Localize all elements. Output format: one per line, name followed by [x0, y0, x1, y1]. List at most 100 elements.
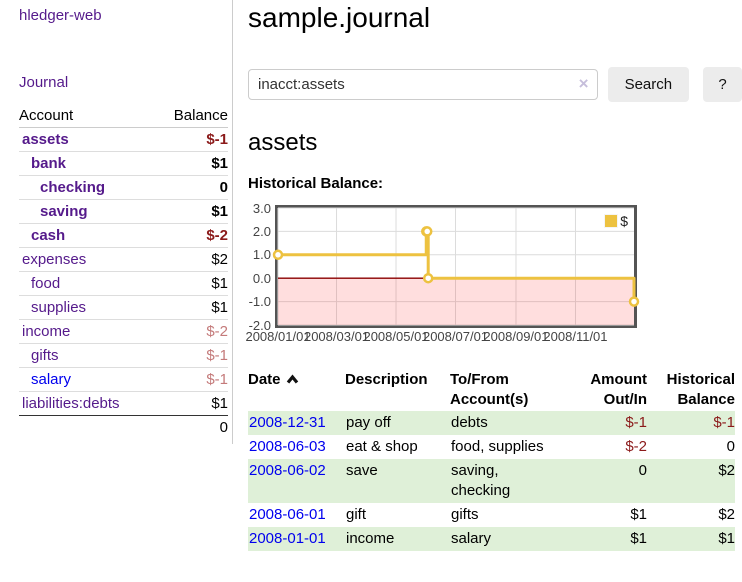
data-point-marker [422, 272, 434, 284]
y-axis-tick-label: -2.0 [248, 317, 271, 333]
register-date-link[interactable]: 2008-06-02 [249, 462, 326, 479]
sidebar-account-link[interactable]: gifts [31, 347, 59, 364]
register-header-description: Description [345, 371, 428, 388]
register-header-date[interactable]: Date [248, 369, 345, 411]
register-balance: $1 [647, 527, 735, 551]
account-row: liabilities:debts $1 [19, 391, 228, 416]
account-row: food $1 [19, 271, 228, 296]
account-balance: $2 [154, 247, 228, 272]
register-description: income [345, 527, 450, 551]
account-name-cell: food [19, 271, 155, 296]
account-balance: $-1 [154, 367, 228, 392]
register-table: Date Description To/From Account(s) Amou… [248, 369, 735, 551]
register-amount: $1 [562, 527, 647, 551]
app-title-link[interactable]: hledger-web [19, 7, 102, 24]
register-date-cell: 2008-06-01 [248, 503, 345, 527]
account-row: supplies $1 [19, 295, 228, 320]
legend-label: $ [620, 213, 628, 229]
x-axis-tick-label: 2008/07/01 [422, 329, 489, 344]
chart-canvas [272, 207, 640, 326]
y-axis-tick-label: 2.0 [252, 223, 271, 239]
register-header-amount: Amount Out/In [590, 371, 647, 408]
sidebar-account-link[interactable]: saving [40, 203, 88, 220]
register-amount: $-1 [562, 411, 647, 435]
register-date-link[interactable]: 2008-06-03 [249, 438, 326, 455]
data-point-marker [628, 296, 640, 307]
help-button[interactable]: ? [703, 67, 742, 102]
sidebar-item-journal[interactable]: Journal [19, 74, 69, 91]
account-name-cell: cash [19, 223, 155, 248]
account-row: expenses $2 [19, 247, 228, 272]
account-name-cell: assets [19, 127, 155, 152]
register-header-balance: Historical Balance [666, 371, 735, 408]
x-axis-tick-label: 2008/09/01 [483, 329, 549, 344]
account-row: salary $-1 [19, 367, 228, 392]
register-description: eat & shop [346, 438, 418, 455]
accounts-total-spacer [19, 416, 155, 440]
account-balance: $1 [154, 199, 228, 224]
account-name-cell: liabilities:debts [19, 391, 155, 416]
x-axis-tick-label: 2008/01/01 [245, 329, 311, 344]
register-date-cell: 2008-12-31 [248, 411, 345, 435]
account-row: cash $-2 [19, 223, 228, 248]
register-balance: $2 [718, 506, 735, 523]
x-axis-tick-label: 2008/05/01 [363, 329, 429, 344]
register-date-link[interactable]: 2008-12-31 [249, 414, 326, 431]
register-description: save [345, 459, 450, 503]
sidebar-account-link[interactable]: assets [22, 131, 69, 148]
account-balance: $-1 [154, 127, 228, 152]
accounts-total-value: 0 [219, 419, 228, 436]
sidebar-account-link[interactable]: supplies [31, 299, 87, 316]
sidebar-account-link[interactable]: income [22, 323, 71, 340]
y-axis-tick-label: 0.0 [252, 270, 271, 286]
register-row: 2008-01-01 income salary $1 $1 [248, 527, 735, 551]
register-description: gift [346, 506, 367, 523]
account-balance: $-2 [154, 319, 228, 344]
account-balance: $1 [154, 295, 228, 320]
register-date-cell: 2008-06-02 [248, 459, 345, 503]
search-box: × [248, 69, 598, 100]
page-title: sample.journal [248, 2, 431, 33]
sidebar-account-link[interactable]: food [31, 275, 61, 292]
register-accounts: salary [450, 527, 562, 551]
register-amount: $-2 [625, 438, 647, 455]
register-row: 2008-06-01 gift gifts $1 $2 [248, 503, 735, 527]
account-balance: $1 [154, 271, 228, 296]
sidebar-account-link[interactable]: checking [40, 179, 106, 196]
sidebar-account-link[interactable]: cash [31, 227, 66, 244]
account-name-cell: expenses [19, 247, 155, 272]
account-name-cell: income [19, 319, 155, 344]
data-point-marker [421, 226, 433, 237]
register-date-cell: 2008-01-01 [248, 527, 345, 551]
accounts-table-header-row: Account Balance [19, 104, 228, 128]
sidebar-account-link[interactable]: expenses [22, 251, 87, 268]
account-balance: $1 [154, 391, 228, 416]
accounts-table-body: assets $-1 bank $1 checking 0 saving $1 cash $-2 e… [19, 127, 228, 416]
register-table-body: 2008-12-31 pay off debts $-1 $-1 2008-06-03 ea… [248, 411, 735, 551]
register-balance: $-1 [647, 411, 735, 435]
search-input[interactable] [248, 69, 598, 100]
register-row: 2008-12-31 pay off debts $-1 $-1 [248, 411, 735, 435]
sort-ascending-icon [286, 374, 298, 384]
x-axis-tick-label: 2008/03/01 [303, 329, 370, 344]
clear-search-icon[interactable]: × [578, 74, 589, 93]
search-button[interactable]: Search [607, 67, 690, 102]
sidebar-divider [232, 0, 233, 444]
sidebar-account-link[interactable]: bank [31, 155, 67, 172]
register-accounts: saving, checking [450, 459, 562, 503]
sidebar-account-link[interactable]: salary [31, 371, 72, 388]
legend-swatch-icon [604, 214, 619, 228]
sidebar-account-link[interactable]: liabilities:debts [22, 395, 120, 412]
accounts-total-row: 0 [19, 416, 228, 440]
register-balance: 0 [726, 438, 735, 455]
chart-legend: $ [602, 212, 630, 230]
register-row: 2008-06-03 eat & shop food, supplies $-2 0 [248, 435, 735, 459]
account-balance: 0 [154, 175, 228, 200]
register-accounts: debts [450, 411, 562, 435]
register-date-link[interactable]: 2008-01-01 [249, 530, 326, 547]
register-amount: $1 [630, 506, 647, 523]
data-point-marker [272, 249, 284, 261]
register-date-link[interactable]: 2008-06-01 [249, 506, 326, 523]
accounts-header-balance: Balance [154, 104, 228, 128]
x-axis-tick-label: 2008/11/01 [543, 329, 608, 344]
